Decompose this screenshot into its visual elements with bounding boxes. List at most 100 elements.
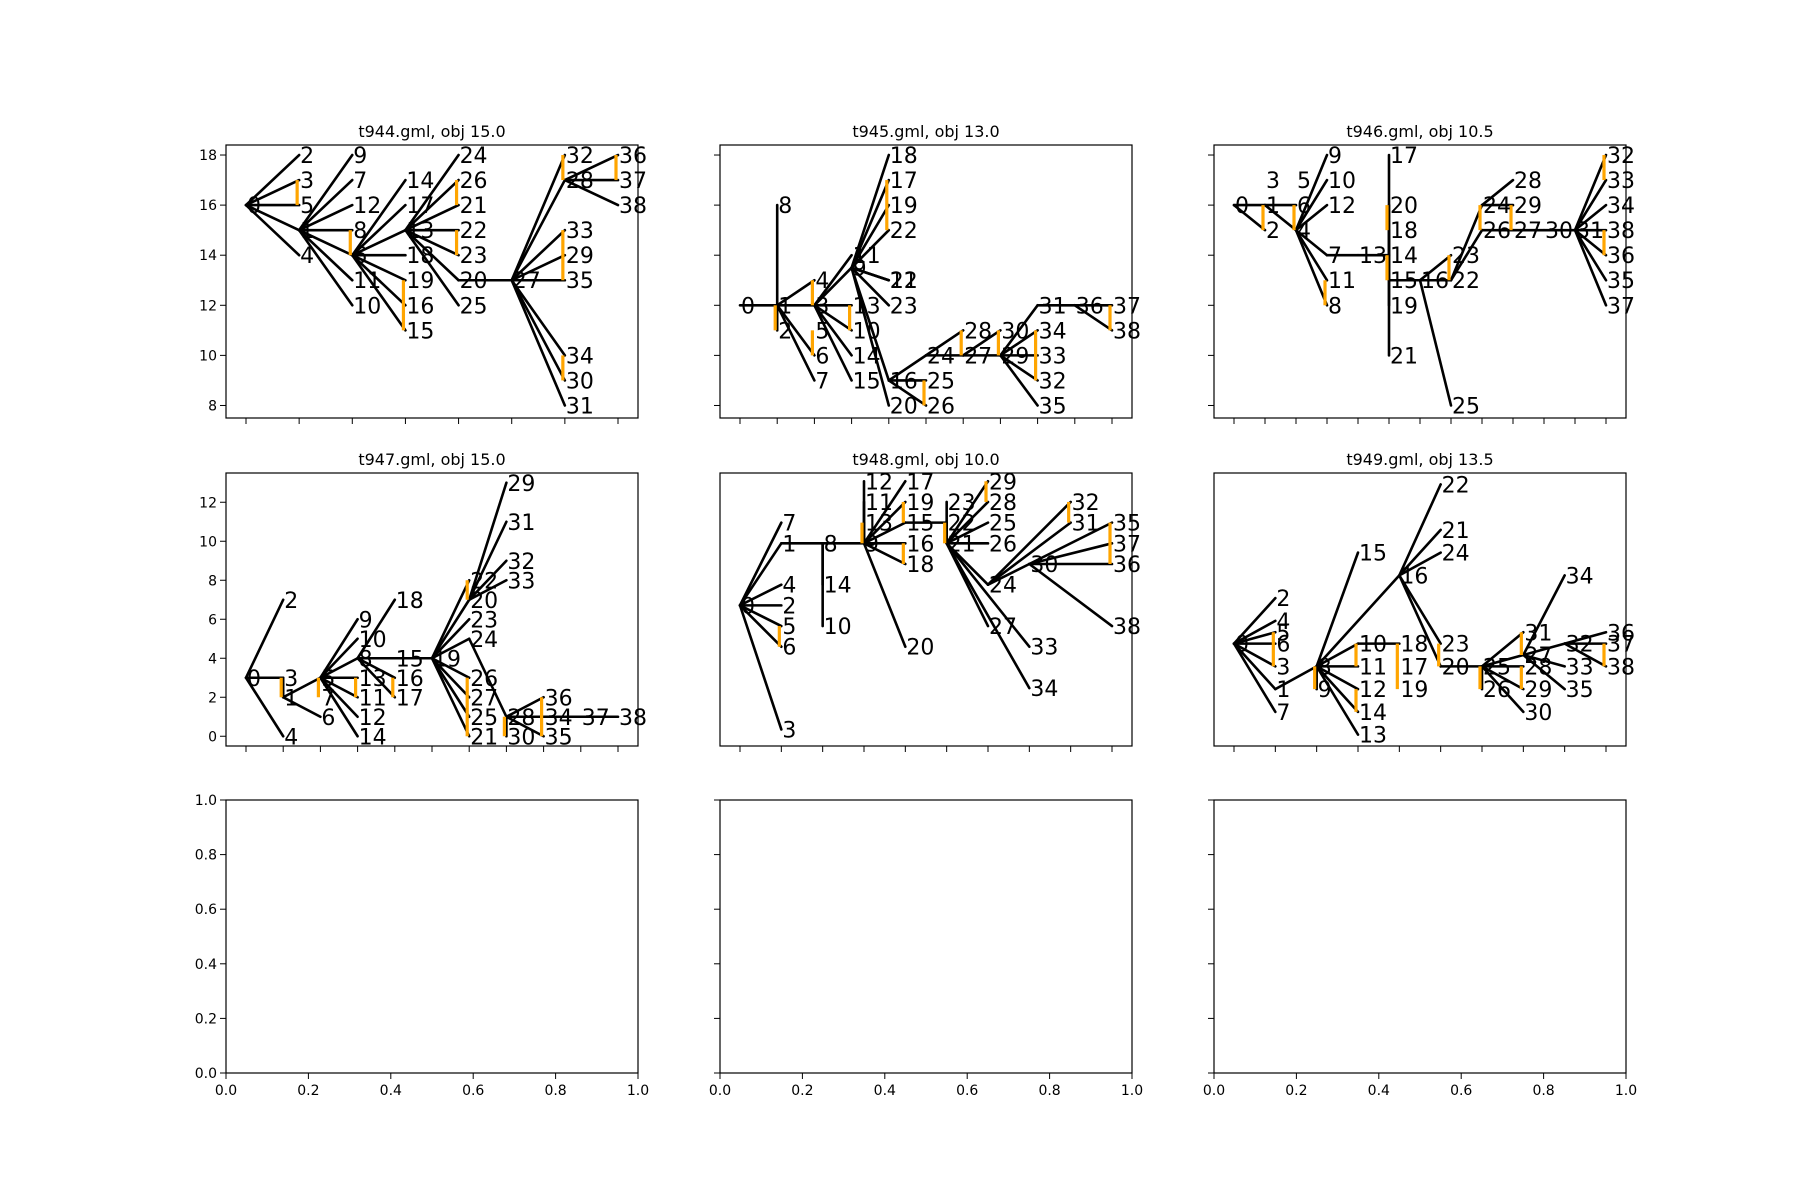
node-label: 14 (853, 344, 881, 369)
node-label: 2 (300, 144, 314, 169)
node-label: 9 (353, 144, 367, 169)
node-label: 18 (1400, 633, 1428, 658)
node-label: 5 (1276, 621, 1290, 646)
node-label: 18 (1390, 219, 1418, 244)
node-label: 21 (1442, 519, 1470, 544)
node-label: 4 (1276, 610, 1290, 635)
node-label: 14 (359, 725, 387, 750)
node-label: 1 (300, 219, 314, 244)
y-tick-label: 10 (199, 348, 217, 364)
axes-frame (1213, 799, 1627, 1074)
tree-edge (862, 542, 907, 649)
tree-edge (813, 303, 853, 332)
node-label: 0 (247, 194, 261, 219)
tree-edge (738, 542, 783, 607)
node-label: 6 (1297, 194, 1311, 219)
tree-edge (1480, 665, 1525, 691)
node-label: 31 (507, 511, 535, 536)
node-label: 36 (1607, 244, 1635, 269)
x-tick-label: 0.2 (1285, 1083, 1307, 1099)
node-label: 8 (1318, 655, 1332, 680)
tree-edge (1274, 665, 1318, 691)
node-label: 7 (782, 512, 796, 537)
node-label: 21 (460, 194, 488, 219)
y-tick-label: 18 (199, 148, 217, 164)
subplot-5: t949.gml, obj 13.50245631789151011121413… (1213, 450, 1635, 752)
subplot-2: t946.gml, obj 10.50312564910127118131720… (1208, 122, 1635, 424)
tree-edge (356, 598, 397, 660)
x-tick-label: 0.6 (1450, 1083, 1472, 1099)
tree-edge (862, 479, 907, 545)
tree-edge (1232, 630, 1277, 645)
tree-edge (1522, 642, 1566, 657)
tree-edge (356, 656, 397, 699)
tree-edge (1028, 521, 1114, 566)
node-label: 33 (507, 569, 535, 594)
subplot-title: t949.gml, obj 13.5 (1346, 450, 1493, 469)
y-tick-label: 0.8 (195, 848, 217, 864)
node-label: 9 (1328, 144, 1342, 169)
x-tick-label: 1.0 (1615, 1083, 1637, 1099)
tree-edge (297, 228, 354, 307)
tree-edge (1232, 203, 1267, 232)
node-label: 7 (815, 369, 829, 394)
node-label: 21 (948, 532, 976, 557)
node-label: 18 (396, 589, 424, 614)
tree-edge (1294, 203, 1329, 232)
tree-edge (1418, 253, 1453, 282)
node-label: 15 (853, 369, 881, 394)
node-label: 35 (1039, 394, 1067, 419)
node-label: 27 (1524, 644, 1552, 669)
tree-edge (945, 542, 1031, 649)
node-label: 24 (1483, 194, 1511, 219)
node-label: 30 (1001, 319, 1029, 344)
node-label: 33 (566, 219, 594, 244)
node-label: 19 (433, 647, 461, 672)
node-label: 2 (284, 589, 298, 614)
tree-edge (1573, 178, 1608, 232)
node-label: 7 (1328, 244, 1342, 269)
node-label: 12 (1359, 678, 1387, 703)
node-label: 35 (1607, 269, 1635, 294)
tree-edge (738, 521, 783, 607)
node-label: 3 (815, 294, 829, 319)
node-label: 28 (507, 706, 535, 731)
node-label: 12 (353, 194, 381, 219)
tree-edge (404, 228, 460, 257)
node-label: 20 (470, 589, 498, 614)
node-label: 30 (1030, 553, 1058, 578)
x-tick-label: 0.2 (791, 1083, 813, 1099)
y-tick-label: 14 (199, 248, 217, 264)
y-tick-label: 8 (208, 398, 217, 414)
node-label: 25 (460, 294, 488, 319)
node-label: 3 (1266, 169, 1280, 194)
tree-edge (430, 656, 471, 738)
node-label: 4 (300, 244, 314, 269)
tree-edge (850, 266, 891, 307)
node-label: 28 (1514, 169, 1542, 194)
y-tick-label: 1.0 (195, 793, 217, 809)
tree-edge (1573, 153, 1608, 232)
node-label: 18 (906, 553, 934, 578)
tree-edge (319, 637, 359, 680)
node-label: 2 (782, 594, 796, 619)
tree-edge (775, 303, 816, 357)
tree-edge (319, 656, 359, 680)
node-label: 16 (396, 667, 424, 692)
node-label: 38 (1113, 319, 1141, 344)
tree-edge (999, 354, 1039, 407)
tree-edge (924, 329, 965, 357)
node-label: 6 (353, 244, 367, 269)
tree-edge (244, 598, 285, 680)
node-label: 8 (1328, 294, 1342, 319)
x-tick-label: 0.4 (380, 1083, 402, 1099)
node-label: 23 (1452, 244, 1480, 269)
node-label: 5 (300, 194, 314, 219)
y-tick-label: 2 (208, 690, 217, 706)
subplot-title: t947.gml, obj 15.0 (358, 450, 505, 469)
y-tick-label: 16 (199, 198, 217, 214)
node-label: 38 (1607, 219, 1635, 244)
node-label: 24 (460, 144, 488, 169)
tree-edge (430, 637, 471, 660)
node-label: 32 (1039, 369, 1067, 394)
